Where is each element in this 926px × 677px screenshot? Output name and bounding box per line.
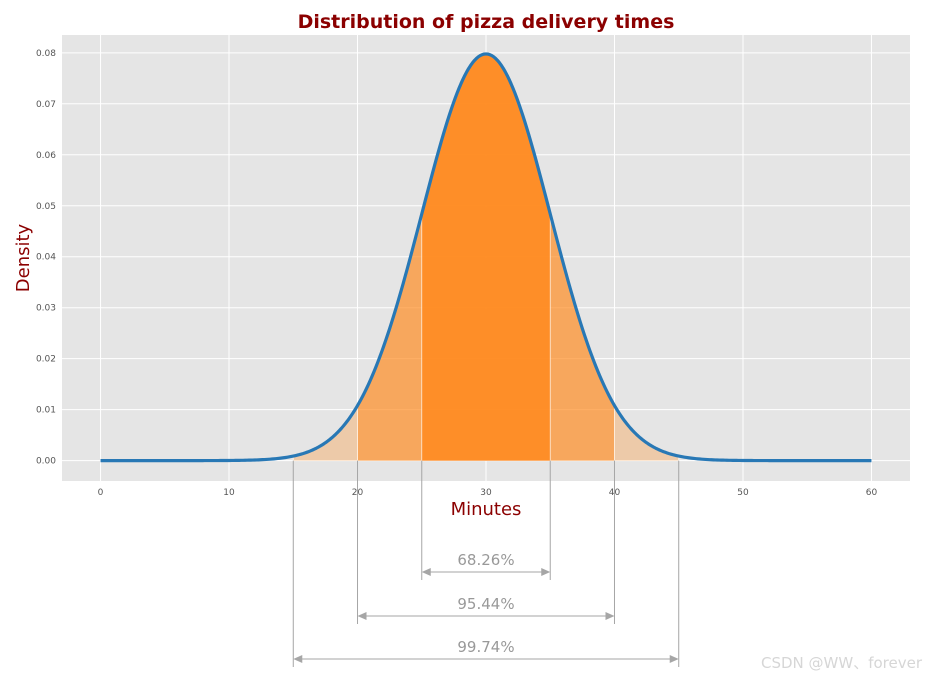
band-percent-label: 68.26% xyxy=(457,551,514,569)
y-tick-labels: 0.00 0.01 0.02 0.03 0.04 0.05 0.06 0.07 0.08 xyxy=(36,49,56,467)
x-tick-label: 10 xyxy=(223,488,235,498)
band-percent-label: 95.44% xyxy=(457,595,514,613)
y-tick-label: 0.01 xyxy=(36,406,56,416)
band-arrow-head-left xyxy=(421,568,431,576)
watermark: CSDN @WW、forever xyxy=(761,654,923,672)
band-fill xyxy=(421,53,551,461)
y-axis-label: Density xyxy=(13,223,34,292)
band-arrow-head-left xyxy=(357,612,367,620)
curve-layer xyxy=(100,52,872,463)
y-tick-label: 0.02 xyxy=(36,355,56,365)
band-arrow-head-right xyxy=(669,655,679,663)
y-tick-label: 0.04 xyxy=(36,253,56,263)
y-tick-label: 0.05 xyxy=(36,202,56,212)
y-tick-label: 0.07 xyxy=(36,100,56,110)
band-arrow-head-right xyxy=(541,568,551,576)
band-percent-label: 99.74% xyxy=(457,638,514,656)
x-tick-label: 0 xyxy=(98,488,104,498)
y-tick-label: 0.08 xyxy=(36,49,56,59)
x-tick-label: 50 xyxy=(737,488,749,498)
band-arrow-head-right xyxy=(605,612,615,620)
band-fills xyxy=(292,53,680,461)
x-tick-label: 60 xyxy=(866,488,878,498)
x-tick-labels: 0 10 20 30 40 50 60 xyxy=(98,488,878,498)
band-annotations: 68.26% 95.44% 99.74% xyxy=(292,460,680,667)
y-tick-label: 0.06 xyxy=(36,151,56,161)
density-curve xyxy=(100,52,872,463)
x-tick-label: 30 xyxy=(480,488,492,498)
x-axis-label: Minutes xyxy=(451,499,522,520)
band-arrow-head-left xyxy=(293,655,303,663)
chart-title: Distribution of pizza delivery times xyxy=(298,11,675,33)
y-tick-label: 0.00 xyxy=(36,457,56,467)
y-tick-label: 0.03 xyxy=(36,304,56,314)
